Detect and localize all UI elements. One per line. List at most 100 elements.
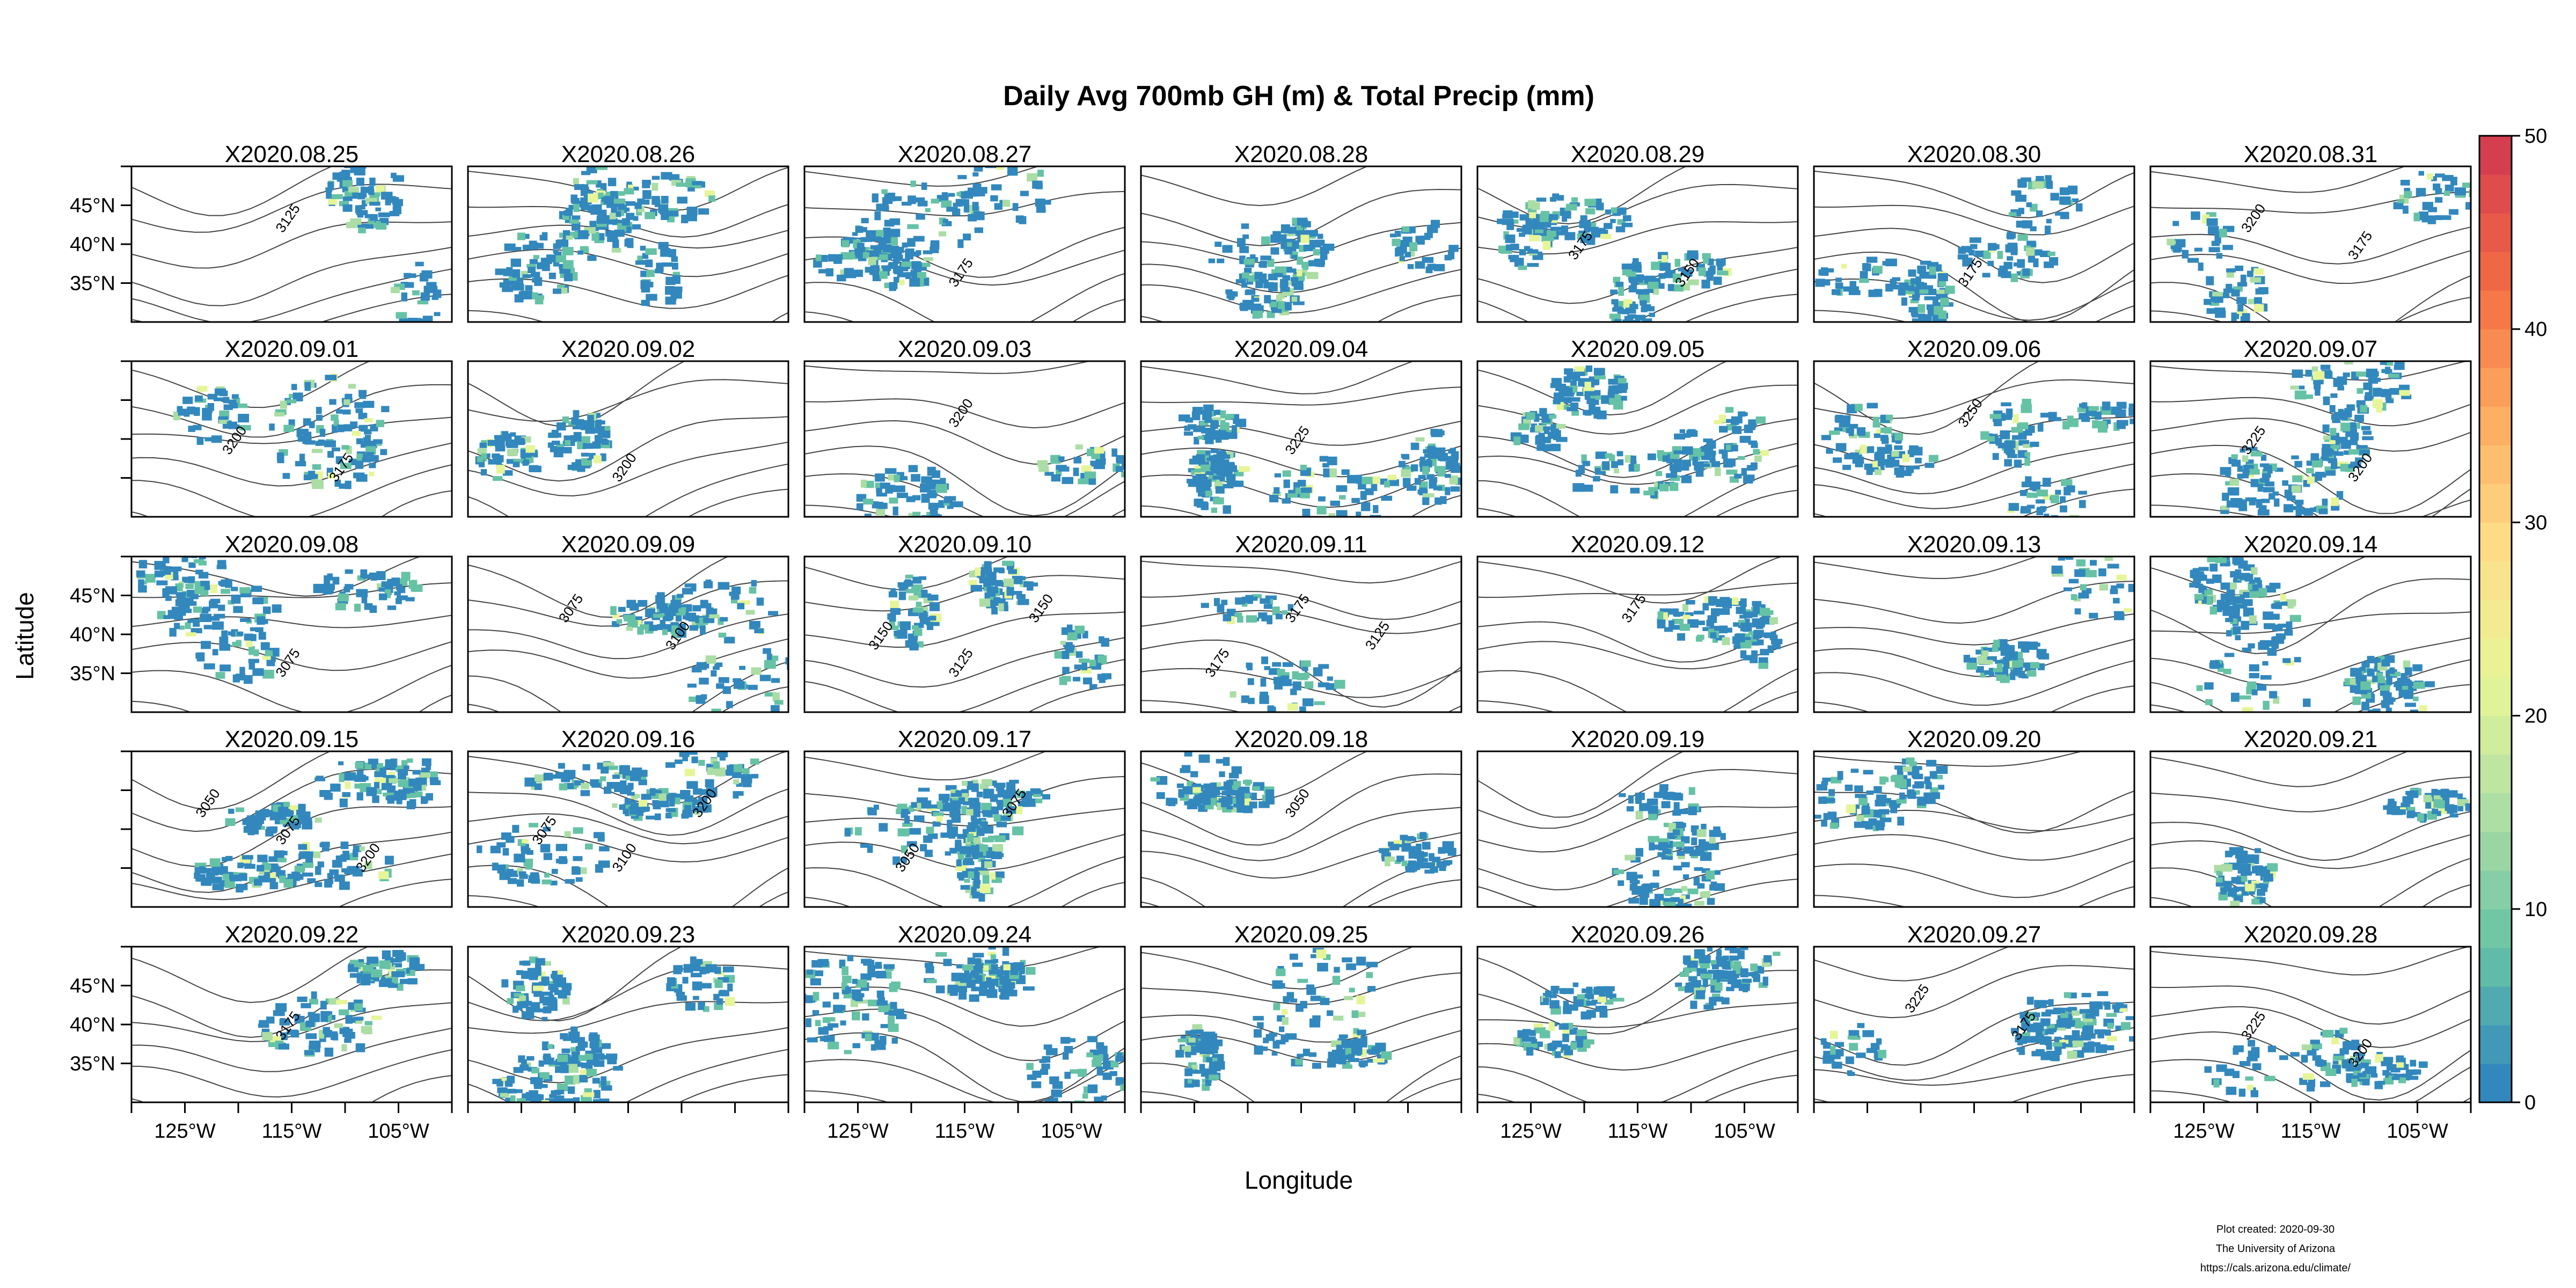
x-tick-label: 105°W <box>1041 1120 1102 1143</box>
map-panel: X2020.09.19 <box>1476 726 1799 908</box>
colorbar-step <box>2479 909 2512 948</box>
panel-frame <box>1476 165 1799 323</box>
precip-field <box>2214 788 2471 907</box>
colorbar-step <box>2479 638 2512 678</box>
panel-title: X2020.09.25 <box>1234 921 1368 948</box>
panel-title: X2020.09.26 <box>1571 921 1705 948</box>
precip-field <box>1513 947 1781 1058</box>
colorbar-step <box>2479 406 2512 445</box>
gh-contours <box>2150 751 2471 907</box>
colorbar-step <box>2479 136 2512 175</box>
x-tick-label: 115°W <box>2281 1120 2341 1143</box>
axis-ticks: 125°W 115°W 105°W 125°W 115°W 105°W 125°W 115°W… <box>70 165 2472 1143</box>
figure-title: Daily Avg 700mb GH (m) & Total Precip (m… <box>1003 80 1594 112</box>
precip-field <box>1510 365 1769 500</box>
panel-frame <box>803 750 1126 908</box>
panel-title: X2020.09.22 <box>225 921 359 948</box>
panel-title: X2020.09.14 <box>2244 531 2378 558</box>
x-tick-label: 115°W <box>935 1120 995 1143</box>
x-axis-label: Longitude <box>1245 1166 1353 1194</box>
credits: Plot created: 2020-09-30 The University … <box>2200 1224 2351 1274</box>
panel-title: X2020.09.05 <box>1571 336 1705 362</box>
x-tick-label: 105°W <box>2387 1120 2448 1143</box>
credit-line: Plot created: 2020-09-30 <box>2216 1224 2334 1235</box>
x-tick-label: 115°W <box>1608 1120 1668 1143</box>
panel-frame <box>2149 165 2472 323</box>
colorbar-step <box>2479 174 2512 214</box>
panel-title: X2020.09.12 <box>1571 531 1705 558</box>
colorbar-step <box>2479 677 2512 716</box>
panel-title: X2020.08.30 <box>1907 141 2041 167</box>
precip-field <box>887 560 1112 690</box>
colorbar-step <box>2479 986 2512 1026</box>
colorbar-tick-label: 40 <box>2524 318 2547 341</box>
y-tick-label: 35°N <box>70 663 115 685</box>
gh-contours <box>2150 947 2471 1102</box>
panel-title: X2020.09.21 <box>2244 726 2378 752</box>
x-tick-label: 125°W <box>154 1120 216 1143</box>
panel-title: X2020.09.27 <box>1907 921 2041 948</box>
precip-field <box>2167 171 2471 322</box>
colorbar-step <box>2479 1024 2512 1064</box>
panel-title: X2020.08.26 <box>561 141 696 167</box>
panel-frame <box>1476 555 1799 713</box>
panel-title: X2020.08.31 <box>2244 141 2378 167</box>
precip-field <box>1814 757 1948 831</box>
precip-field <box>1820 991 2134 1076</box>
precip-field <box>477 751 759 887</box>
panel-title: X2020.09.13 <box>1907 531 2041 558</box>
gh-contours <box>1141 560 1461 712</box>
precip-field <box>856 444 1125 517</box>
precip-field <box>804 947 1125 1102</box>
precip-field <box>1208 217 1459 319</box>
precip-field <box>495 166 715 306</box>
map-panel: X2020.09.13 <box>1813 531 2135 713</box>
panel-frame <box>2149 750 2472 908</box>
y-axis-label: Latitude <box>11 592 39 680</box>
x-tick-label: 105°W <box>368 1120 429 1143</box>
credit-line: https://cals.arizona.edu/climate/ <box>2200 1262 2351 1274</box>
colorbar-step <box>2479 329 2512 368</box>
colorbar-step <box>2479 870 2512 910</box>
precip-field <box>1201 594 1345 712</box>
x-tick-label: 105°W <box>1714 1120 1775 1143</box>
y-tick-label: 40°N <box>70 233 115 256</box>
x-tick-label: 115°W <box>262 1120 322 1143</box>
panel-title: X2020.09.28 <box>2244 921 2378 948</box>
state-borders <box>138 369 445 517</box>
colorbar-frame <box>2478 135 2513 1103</box>
state-borders <box>2157 759 2464 908</box>
precip-field <box>258 950 425 1057</box>
colorbar: 0 10 20 30 40 50 <box>2478 125 2547 1114</box>
precip-field <box>2204 1027 2428 1097</box>
precip-field <box>844 779 1051 902</box>
colorbar-step <box>2479 754 2512 794</box>
gh-contours <box>804 557 1125 712</box>
map-panel: X2020.09.05 <box>1476 336 1799 518</box>
panel-title: X2020.09.23 <box>561 921 696 948</box>
gh-contours <box>804 947 1125 1102</box>
panel-title: X2020.09.03 <box>898 336 1032 362</box>
map-panel: X2020.09.23 <box>467 921 789 1103</box>
y-tick-label: 40°N <box>70 1014 115 1036</box>
precip-field <box>1497 193 1732 322</box>
map-panel: X2020.09.14 <box>2149 531 2472 713</box>
panel-frame <box>1140 750 1462 908</box>
y-tick-label: 40°N <box>70 624 115 646</box>
precip-field <box>2220 361 2412 517</box>
panel-title: X2020.09.02 <box>561 336 696 362</box>
colorbar-step <box>2479 1063 2512 1103</box>
panel-frame <box>1140 555 1462 713</box>
map-panel: X2020.09.24 <box>803 921 1126 1103</box>
gh-contours <box>468 167 788 322</box>
colorbar-step <box>2479 290 2512 330</box>
panel-title: X2020.09.20 <box>1907 726 2041 752</box>
panel-title: X2020.09.09 <box>561 531 696 558</box>
y-tick-label: 45°N <box>70 585 115 608</box>
panel-title: X2020.09.06 <box>1907 336 2041 362</box>
gh-contours <box>1814 557 2134 712</box>
